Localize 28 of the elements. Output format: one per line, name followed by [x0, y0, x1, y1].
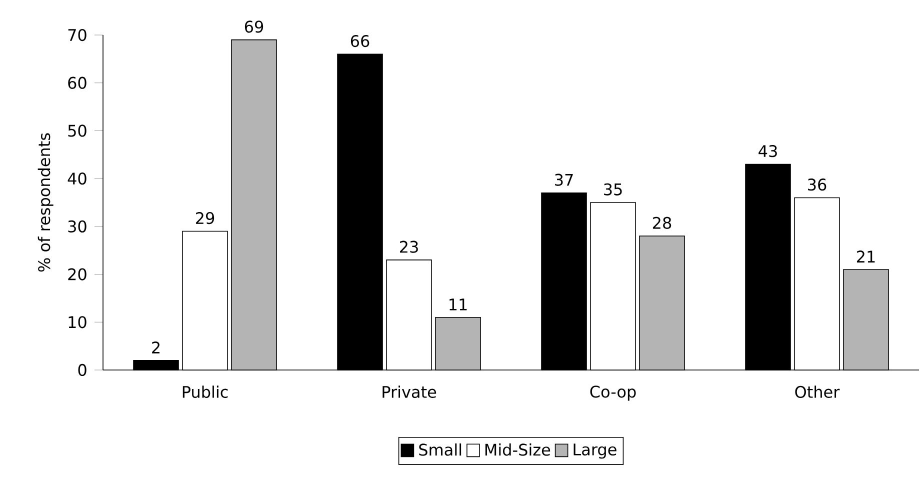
y-tick-label: 30 [68, 220, 86, 232]
data-label: 28 [652, 216, 672, 229]
data-label: 66 [350, 34, 370, 48]
y-tick-label: 40 [68, 172, 86, 185]
data-label: 37 [555, 174, 573, 186]
data-label: 35 [604, 183, 622, 196]
x-tick-label: Private [382, 386, 436, 398]
data-label: 29 [196, 212, 214, 224]
x-tick-label: Co-op [590, 386, 636, 401]
data-label: 21 [856, 250, 875, 262]
y-tick-label: 70 [68, 28, 86, 42]
y-tick-label: 60 [68, 76, 86, 89]
data-label: 11 [450, 298, 467, 310]
legend-label: Small [419, 443, 462, 456]
legend-label: Mid-Size [485, 443, 550, 456]
x-tick-label: Public [182, 386, 228, 398]
y-tick-label: 0 [78, 364, 86, 376]
y-axis-title: % of respondents [38, 133, 54, 272]
x-tick-label: Other [795, 386, 840, 398]
data-label: 2 [152, 341, 160, 354]
legend-label: Large [574, 444, 616, 459]
y-tick-label: 50 [68, 124, 86, 137]
data-label: 69 [244, 20, 264, 33]
data-label: 23 [400, 240, 418, 253]
data-label: 43 [758, 145, 777, 158]
y-tick-label: 20 [68, 268, 86, 280]
y-tick-label: 10 [68, 316, 86, 328]
data-label: 36 [808, 178, 826, 191]
